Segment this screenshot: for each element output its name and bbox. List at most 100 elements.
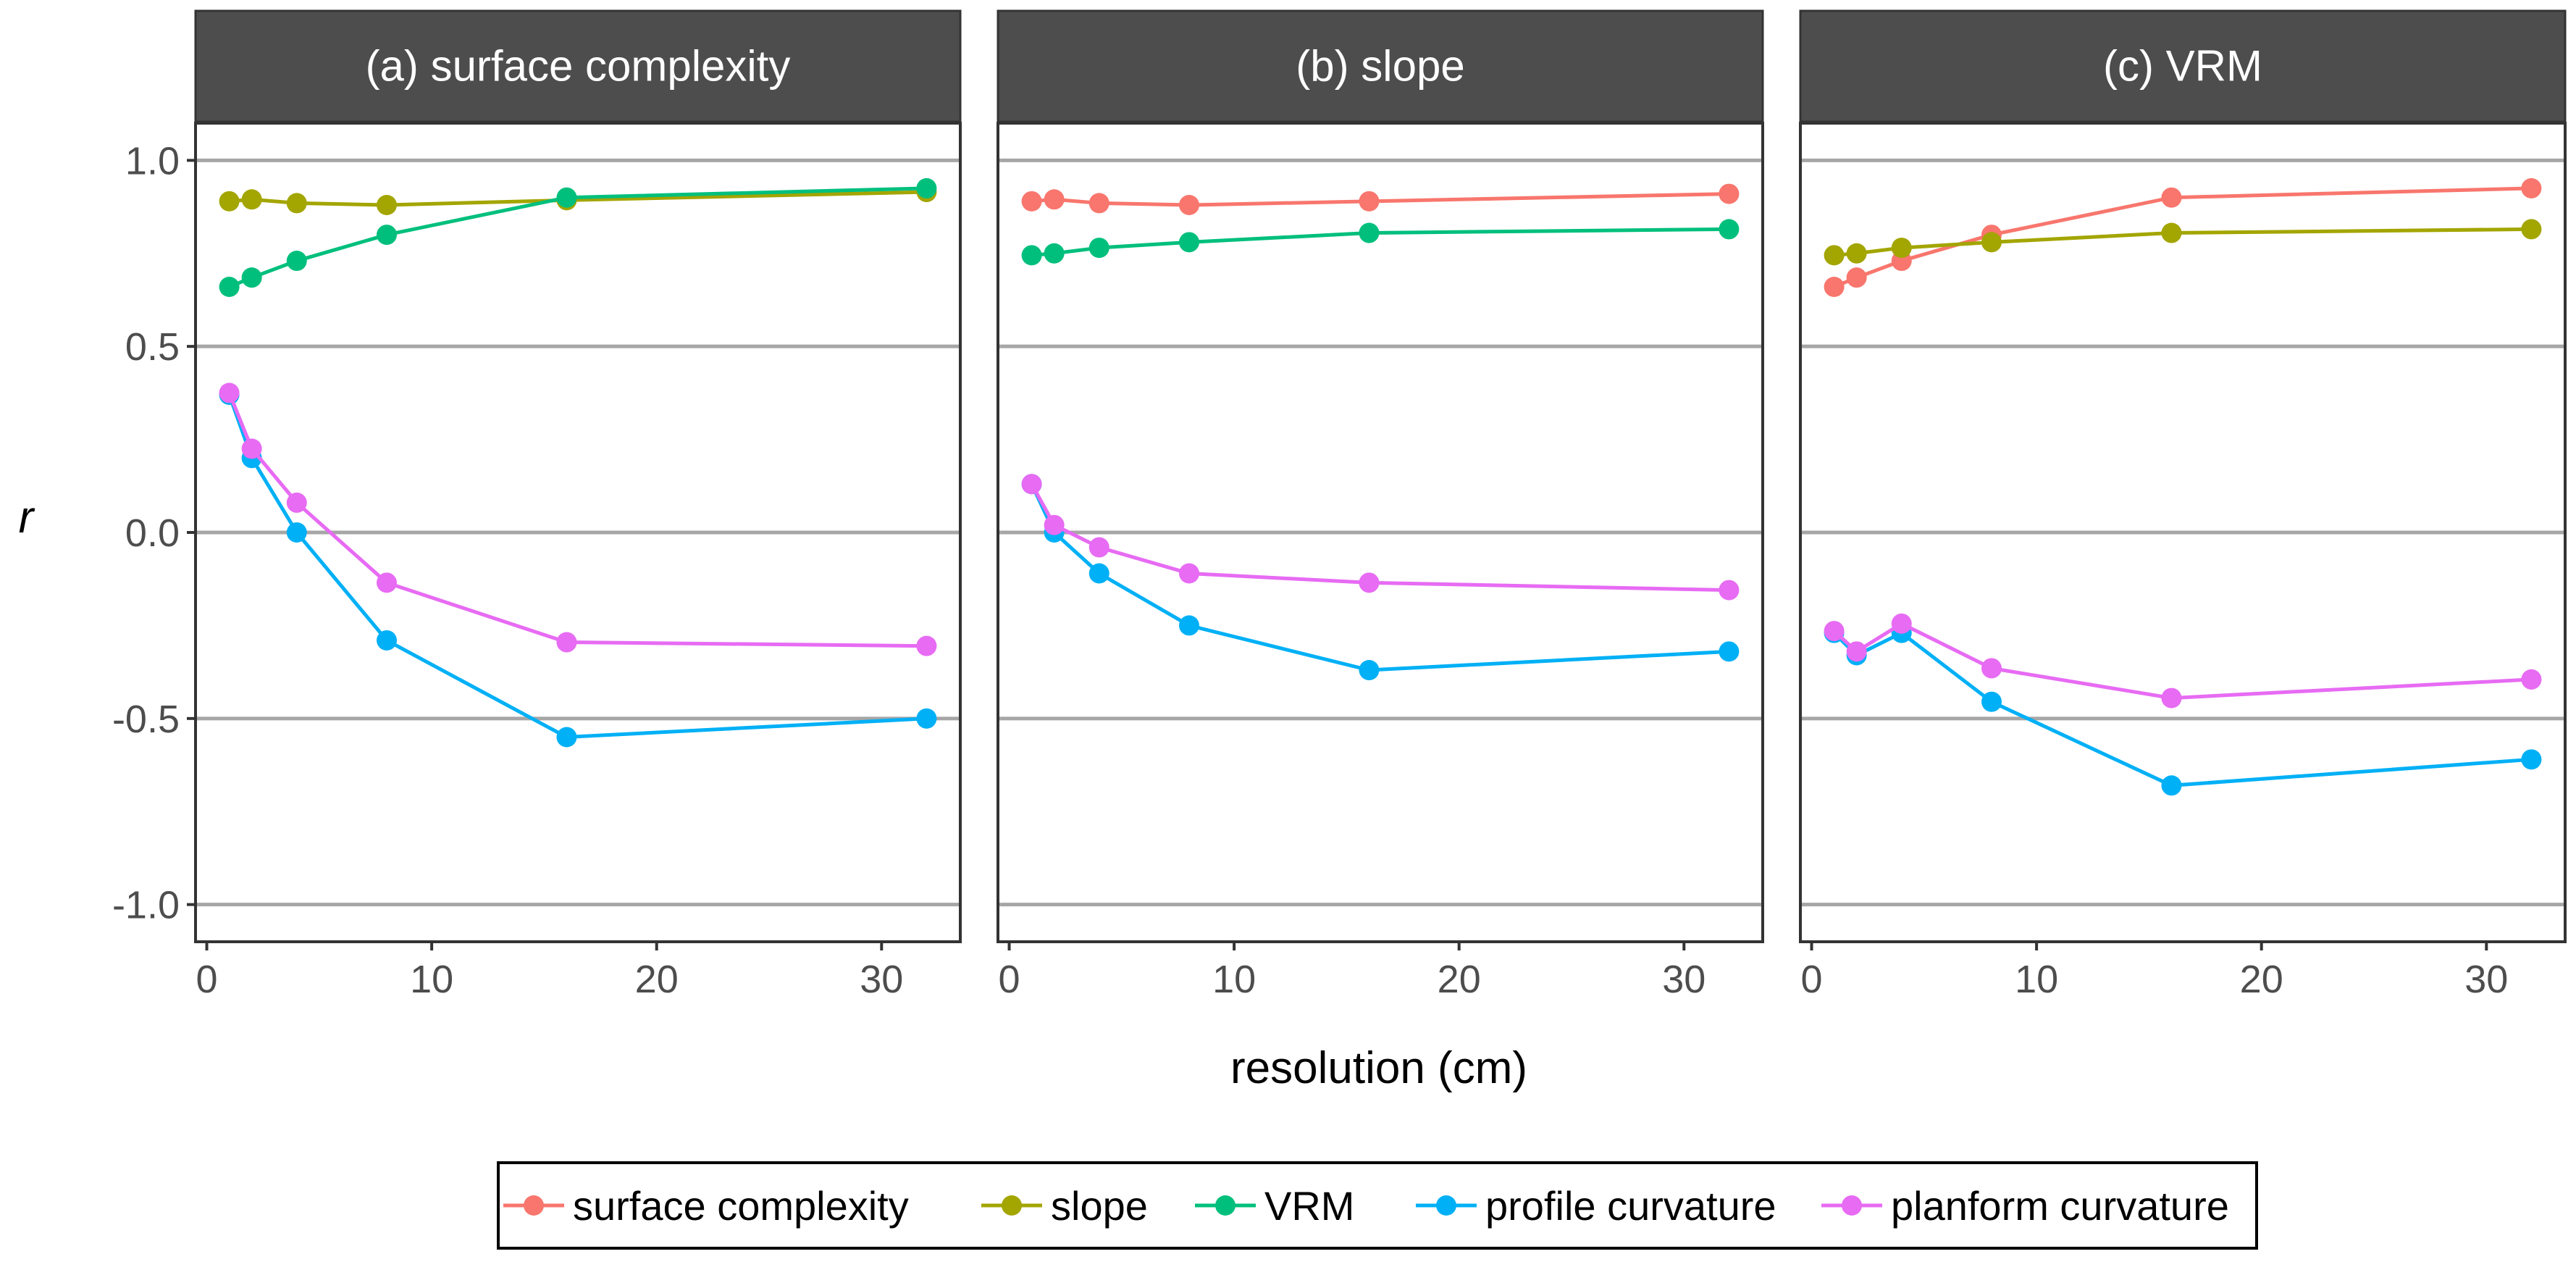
x-tick-label: 30 (860, 958, 903, 1001)
panel-strip (1799, 9, 2567, 123)
data-point (286, 492, 307, 513)
data-point (556, 187, 577, 208)
legend-label: planform curvature (1891, 1183, 2229, 1229)
data-point (1719, 219, 1740, 240)
data-point (241, 267, 262, 288)
panel-title: (c) VRM (2103, 42, 2262, 91)
data-point (1021, 474, 1042, 495)
data-point (241, 438, 262, 459)
panel-1: (a) surface complexity 0 10 20 30 -1.0 -0.5 0.0… (112, 9, 962, 1001)
legend-item-slope: slope (981, 1183, 1148, 1229)
data-point (1824, 621, 1845, 642)
data-point (1021, 191, 1042, 212)
x-tick-label: 0 (196, 958, 218, 1001)
data-point (1359, 660, 1380, 681)
x-axis-title: resolution (cm) (1230, 1043, 1527, 1093)
legend-item-planform-curvature: planform curvature (1821, 1183, 2229, 1229)
legend-item-VRM: VRM (1195, 1183, 1354, 1229)
data-point (286, 251, 307, 272)
series-surface-complexity (1021, 183, 1740, 215)
y-tick-label: 1.0 (125, 139, 180, 183)
data-point (1179, 563, 1199, 584)
data-point (2161, 687, 2182, 708)
data-point (2161, 187, 2182, 208)
x-tick-label: 10 (2015, 958, 2058, 1001)
legend-key-point (1002, 1195, 1022, 1216)
legend-label: VRM (1264, 1183, 1354, 1229)
legend-item-surface-complexity: surface complexity (503, 1183, 909, 1229)
data-point (377, 225, 397, 246)
data-point (1891, 238, 1912, 259)
panel-3: (c) VRM 0 10 20 30 (1799, 9, 2567, 1001)
legend-label: surface complexity (573, 1183, 909, 1229)
data-point (2161, 775, 2182, 796)
legend-key-point (1842, 1195, 1862, 1216)
series-slope (1824, 219, 2542, 266)
data-point (916, 708, 937, 729)
x-tick-label: 10 (410, 958, 453, 1001)
panel-strip (194, 9, 962, 123)
data-point (1088, 563, 1109, 584)
data-point (1359, 222, 1380, 243)
y-axis-title: r (19, 493, 35, 543)
data-point (556, 727, 577, 748)
x-tick-label: 0 (999, 958, 1020, 1001)
data-point (1719, 641, 1740, 662)
data-point (241, 189, 262, 210)
panels-layer: (a) surface complexity 0 10 20 30 -1.0 -0.5 0.0… (112, 9, 2567, 1001)
data-point (1044, 243, 1065, 264)
data-point (1044, 514, 1065, 535)
legend-item-profile-curvature: profile curvature (1416, 1183, 1776, 1229)
data-point (1846, 267, 1867, 288)
data-point (219, 191, 240, 212)
data-point (1846, 243, 1867, 264)
data-point (1891, 613, 1912, 634)
panel-2: (b) slope 0 10 20 30 (997, 9, 1764, 1001)
y-tick-label: 0.5 (125, 325, 180, 369)
data-point (377, 572, 397, 593)
data-point (1846, 641, 1867, 662)
data-point (1719, 580, 1740, 601)
data-point (2161, 222, 2182, 243)
x-tick-label: 20 (1438, 958, 1481, 1001)
data-point (1359, 191, 1380, 212)
legend-label: slope (1051, 1183, 1148, 1229)
y-tick-label: -1.0 (112, 884, 180, 927)
data-point (556, 632, 577, 653)
data-point (1179, 195, 1199, 215)
data-point (219, 277, 240, 297)
data-point (1021, 245, 1042, 266)
panel-title: (b) slope (1296, 42, 1464, 91)
data-point (286, 193, 307, 214)
legend-key-point (1436, 1195, 1456, 1216)
data-point (1088, 537, 1109, 558)
data-point (2521, 749, 2542, 770)
legend: surface complexity slope VRM profile curvat… (497, 1161, 2258, 1250)
data-point (286, 522, 307, 543)
data-point (1824, 245, 1845, 266)
legend-box (497, 1161, 2258, 1250)
panel-title: (a) surface complexity (366, 42, 791, 91)
x-tick-label: 30 (1662, 958, 1706, 1001)
data-point (1088, 193, 1109, 214)
panel-strip (997, 9, 1764, 123)
data-point (1981, 658, 2002, 679)
data-point (1981, 691, 2002, 712)
x-tick-label: 10 (1212, 958, 1256, 1001)
y-tick-label: -0.5 (112, 698, 180, 741)
y-tick-label: 0.0 (125, 511, 180, 555)
data-point (1359, 572, 1380, 593)
data-point (1179, 615, 1199, 636)
data-point (916, 177, 937, 198)
data-point (377, 195, 397, 215)
data-point (2521, 177, 2542, 198)
data-point (2521, 669, 2542, 690)
series-planform-curvature (1021, 474, 1740, 601)
legend-key-point (1215, 1195, 1235, 1216)
data-point (916, 635, 937, 656)
data-point (1179, 232, 1199, 253)
data-point (1088, 238, 1109, 259)
data-point (2521, 219, 2542, 240)
panel-border (1799, 122, 2567, 943)
